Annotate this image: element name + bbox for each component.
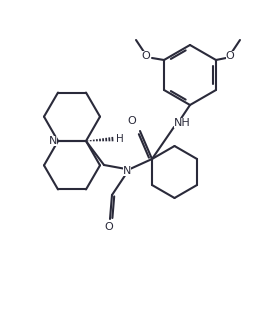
Text: O: O <box>226 51 234 61</box>
Text: O: O <box>105 222 113 232</box>
Text: N: N <box>123 166 131 176</box>
Text: H: H <box>116 134 124 144</box>
Text: N: N <box>49 136 57 146</box>
Text: O: O <box>128 116 136 126</box>
Text: NH: NH <box>174 118 190 128</box>
Text: O: O <box>142 51 150 61</box>
